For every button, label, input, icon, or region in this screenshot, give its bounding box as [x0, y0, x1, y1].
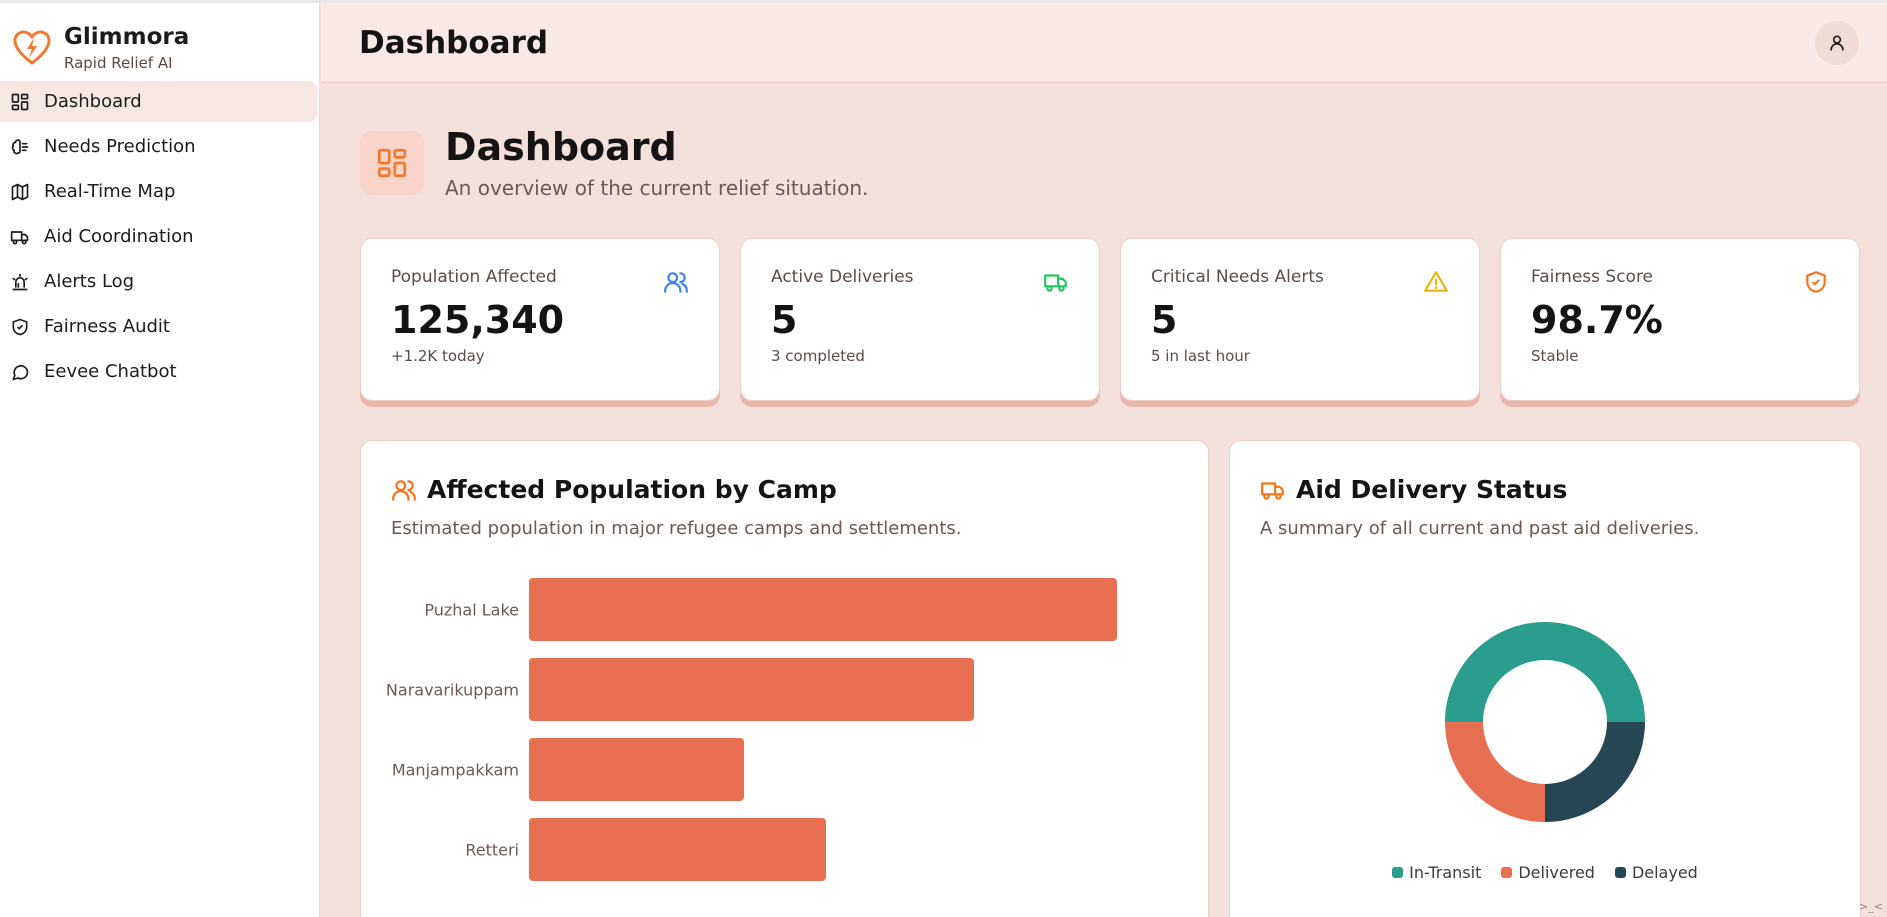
donut-slice-delayed[interactable]: [1545, 722, 1645, 822]
sidebar-item-label: Fairness Audit: [44, 316, 170, 337]
donut-slice-in-transit[interactable]: [1445, 622, 1645, 722]
shield-check-icon: [12, 318, 28, 335]
bar-puzhal-lake[interactable]: [529, 578, 1117, 641]
truck-icon: [1261, 481, 1284, 500]
heart-bolt-logo-icon: [13, 30, 51, 65]
header-title: Dashboard: [359, 24, 549, 61]
sidebar-nav: Dashboard Needs Prediction Real-Time Map…: [0, 81, 319, 392]
bar-category-label: Retteri: [465, 841, 519, 860]
stat-note: Stable: [1531, 347, 1579, 365]
sidebar-item-label: Eevee Chatbot: [44, 361, 177, 382]
map-icon: [11, 183, 29, 200]
grid-icon: [11, 93, 29, 110]
stats-row: Population Affected 125,340 +1.2K today …: [360, 238, 1860, 401]
aid-donut-chart: [1445, 622, 1645, 822]
stat-value: 125,340: [391, 298, 565, 342]
sidebar-item-aid-coordination[interactable]: Aid Coordination: [0, 216, 318, 257]
brain-icon: [11, 138, 29, 154]
brand-subtitle: Rapid Relief AI: [64, 54, 173, 72]
stat-card-deliveries: Active Deliveries 5 3 completed: [740, 238, 1100, 401]
brand[interactable]: Glimmora Rapid Relief AI: [0, 3, 319, 77]
users-icon: [392, 479, 416, 501]
user-icon: [1830, 35, 1844, 51]
bar-category-label: Puzhal Lake: [424, 601, 519, 620]
legend-item-delivered[interactable]: Delivered: [1501, 863, 1595, 882]
top-header: Dashboard: [321, 0, 1887, 83]
stat-label: Active Deliveries: [771, 267, 914, 287]
sidebar-item-label: Alerts Log: [44, 271, 135, 292]
sidebar-item-fairness-audit[interactable]: Fairness Audit: [0, 306, 318, 347]
stat-card-fairness: Fairness Score 98.7% Stable: [1500, 238, 1860, 401]
page-title: Dashboard: [445, 125, 677, 169]
sidebar-item-label: Dashboard: [44, 91, 142, 112]
sidebar-item-label: Needs Prediction: [44, 136, 196, 157]
stat-card-population: Population Affected 125,340 +1.2K today: [360, 238, 720, 401]
sidebar-item-eevee-chatbot[interactable]: Eevee Chatbot: [0, 351, 318, 392]
legend-item-in-transit[interactable]: In-Transit: [1392, 863, 1481, 882]
population-chart-card: Affected Population by Camp Estimated po…: [360, 440, 1209, 917]
truck-icon: [1044, 274, 1067, 292]
stat-note: 5 in last hour: [1151, 347, 1250, 365]
legend-label: Delivered: [1518, 863, 1595, 882]
users-icon: [664, 272, 688, 293]
legend-item-delayed[interactable]: Delayed: [1614, 863, 1698, 882]
page-icon: [360, 131, 424, 195]
sidebar-item-dashboard[interactable]: Dashboard: [0, 81, 318, 122]
legend-label: Delayed: [1631, 863, 1698, 882]
card-title: Affected Population by Camp: [427, 475, 837, 504]
population-bar-chart: Puzhal Lake Naravarikuppam Manjampakkam Ret…: [386, 578, 1117, 881]
sidebar-item-label: Aid Coordination: [44, 226, 194, 247]
page-subtitle: An overview of the current relief situat…: [445, 176, 869, 200]
card-description: A summary of all current and past aid de…: [1260, 518, 1700, 539]
sidebar-item-label: Real-Time Map: [44, 181, 176, 202]
donut-slice-delivered[interactable]: [1445, 722, 1545, 822]
legend-swatch: [1392, 867, 1404, 878]
bar-manjampakkam[interactable]: [529, 738, 744, 801]
stat-label: Critical Needs Alerts: [1151, 267, 1324, 287]
aid-status-card: Aid Delivery Status A summary of all cur…: [1229, 440, 1861, 917]
shield-check-icon: [1806, 271, 1826, 293]
sidebar-item-needs-prediction[interactable]: Needs Prediction: [0, 126, 318, 167]
sidebar-item-real-time-map[interactable]: Real-Time Map: [0, 171, 318, 212]
bar-retteri[interactable]: [529, 818, 826, 881]
stat-card-alerts: Critical Needs Alerts 5 5 in last hour: [1120, 238, 1480, 401]
donut-legend: In-Transit Delivered Delayed: [1230, 863, 1860, 882]
sidebar-item-alerts-log[interactable]: Alerts Log: [0, 261, 318, 302]
card-title: Aid Delivery Status: [1296, 475, 1568, 504]
legend-swatch: [1614, 867, 1626, 878]
stat-value: 5: [771, 298, 798, 342]
chat-icon: [12, 364, 29, 380]
sidebar: Glimmora Rapid Relief AI Dashboard Needs…: [0, 0, 320, 917]
stat-label: Fairness Score: [1531, 267, 1654, 287]
bar-category-label: Naravarikuppam: [386, 681, 519, 700]
stat-value: 5: [1151, 298, 1178, 342]
legend-swatch: [1501, 867, 1513, 878]
warning-icon: [1424, 271, 1448, 292]
resize-handle-icon: >_<: [1859, 900, 1883, 913]
truck-icon: [10, 230, 29, 244]
bar-category-label: Manjampakkam: [392, 761, 519, 780]
grid-icon: [377, 148, 407, 178]
page-header: Dashboard An overview of the current rel…: [360, 126, 868, 200]
legend-label: In-Transit: [1409, 863, 1482, 882]
brand-name: Glimmora: [64, 24, 190, 50]
user-menu-button[interactable]: [1815, 21, 1859, 65]
card-description: Estimated population in major refugee ca…: [391, 518, 962, 539]
stat-value: 98.7%: [1531, 298, 1663, 342]
bar-naravarikuppam[interactable]: [529, 658, 974, 721]
stat-note: 3 completed: [771, 347, 865, 365]
siren-icon: [12, 273, 28, 290]
stat-label: Population Affected: [391, 267, 557, 287]
stat-note: +1.2K today: [391, 347, 485, 365]
